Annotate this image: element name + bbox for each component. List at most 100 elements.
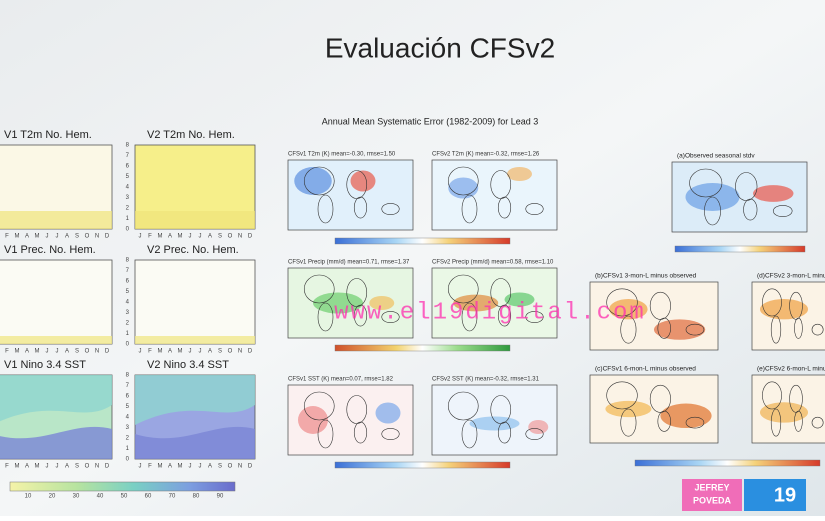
month-label: J xyxy=(139,464,142,470)
month-label: A xyxy=(208,464,212,470)
continent xyxy=(649,384,671,413)
badge-name: JEFREY xyxy=(694,482,729,492)
panel-label: (d)CFSv2 3-mon-L minus observed xyxy=(757,273,825,280)
colorbar xyxy=(334,344,511,352)
panel xyxy=(0,259,113,345)
panel-shade xyxy=(135,375,255,425)
month-label: D xyxy=(105,464,110,470)
month-label: A xyxy=(168,234,172,240)
month-label: O xyxy=(228,349,233,355)
y-tick-label: 2 xyxy=(126,436,130,442)
panel-label: CFSv1 Precip (mm/d) mean=0.71, rmse=1.37 xyxy=(288,260,410,266)
panel-label: CFSv2 Precip (mm/d) mean=0.58, rmse=1.10 xyxy=(432,260,554,266)
continent xyxy=(353,421,368,444)
month-label: J xyxy=(189,464,192,470)
continent xyxy=(789,291,803,320)
continent xyxy=(447,274,479,304)
continent xyxy=(381,428,400,440)
badge-name: POVEDA xyxy=(693,495,732,505)
continent xyxy=(461,419,478,449)
continent xyxy=(303,166,335,196)
month-label: D xyxy=(248,464,253,470)
continent xyxy=(497,196,512,219)
continent xyxy=(447,391,479,421)
panel-label: (b)CFSv1 3-mon-L minus observed xyxy=(595,273,697,280)
continent xyxy=(346,170,368,199)
y-tick-label: 5 xyxy=(126,404,130,410)
y-tick-label: 1 xyxy=(126,331,130,337)
y-tick-label: 7 xyxy=(126,153,130,159)
colorbar-label: 50 xyxy=(121,494,128,500)
month-label: J xyxy=(56,464,59,470)
month-label: N xyxy=(238,234,242,240)
slide-title: Evaluación CFSv2 xyxy=(325,32,555,63)
map-anomaly xyxy=(453,294,499,312)
colorbar-label: 30 xyxy=(73,494,80,500)
month-label: M xyxy=(15,234,20,240)
panel-shade xyxy=(135,211,255,229)
month-label: M xyxy=(15,464,20,470)
colorbar xyxy=(634,459,821,467)
month-label: J xyxy=(56,349,59,355)
month-label: M xyxy=(35,234,40,240)
y-tick-label: 5 xyxy=(126,174,130,180)
panel-label: V1 Prec. No. Hem. xyxy=(4,244,96,256)
month-label: S xyxy=(218,234,222,240)
continent xyxy=(735,172,758,201)
month-label: N xyxy=(95,464,99,470)
month-label: J xyxy=(199,464,202,470)
colorbar xyxy=(334,237,511,245)
continent xyxy=(447,166,479,196)
continent xyxy=(770,315,782,344)
colorbar xyxy=(334,461,511,469)
colorbar-label: 90 xyxy=(217,494,224,500)
month-label: M xyxy=(178,234,183,240)
month-label: D xyxy=(248,349,253,355)
y-tick-label: 6 xyxy=(126,394,130,400)
map-anomaly xyxy=(448,177,479,199)
panel-label: (c)CFSv1 6-mon-L minus observed xyxy=(595,366,696,373)
continent xyxy=(743,198,758,221)
month-label: A xyxy=(168,464,172,470)
y-tick-label: 3 xyxy=(126,310,130,316)
map-anomaly xyxy=(760,299,808,320)
month-label: S xyxy=(218,349,222,355)
panel-label: CFSv2 SST (K) mean=-0.32, rmse=1.31 xyxy=(432,377,540,383)
continent xyxy=(620,315,637,344)
continent xyxy=(811,323,824,336)
map-anomaly xyxy=(760,402,808,423)
continent xyxy=(811,416,824,429)
continent xyxy=(461,194,478,224)
map-anomaly xyxy=(609,299,648,320)
panel-label: CFSv1 SST (K) mean=0.07, rmse=1.82 xyxy=(288,377,394,383)
continent xyxy=(525,428,544,440)
continent xyxy=(461,302,478,332)
continent xyxy=(490,395,512,424)
panel-label: V1 Nino 3.4 SST xyxy=(4,359,86,371)
continent xyxy=(381,311,400,323)
watermark: www.el19digital.com xyxy=(334,299,646,326)
map-anomaly xyxy=(507,167,532,181)
month-label: M xyxy=(35,349,40,355)
panel-label: (e)CFSv2 6-mon-L minus observed xyxy=(757,366,825,373)
panel-shade xyxy=(0,426,112,459)
month-label: F xyxy=(5,464,9,470)
continent xyxy=(497,421,512,444)
month-label: N xyxy=(95,349,99,355)
map-anomaly xyxy=(298,406,328,434)
panel-shade xyxy=(135,426,255,459)
panel-label: V1 T2m No. Hem. xyxy=(4,129,92,141)
y-tick-label: 4 xyxy=(126,300,130,306)
month-label: O xyxy=(85,349,90,355)
y-tick-label: 1 xyxy=(126,446,130,452)
y-tick-label: 7 xyxy=(126,383,130,389)
month-label: J xyxy=(139,234,142,240)
month-label: J xyxy=(199,349,202,355)
map-anomaly xyxy=(313,292,363,314)
continent xyxy=(685,416,705,429)
month-label: J xyxy=(199,234,202,240)
month-label: A xyxy=(25,464,29,470)
month-label: J xyxy=(46,349,49,355)
continent xyxy=(762,288,782,317)
month-label: M xyxy=(158,349,163,355)
